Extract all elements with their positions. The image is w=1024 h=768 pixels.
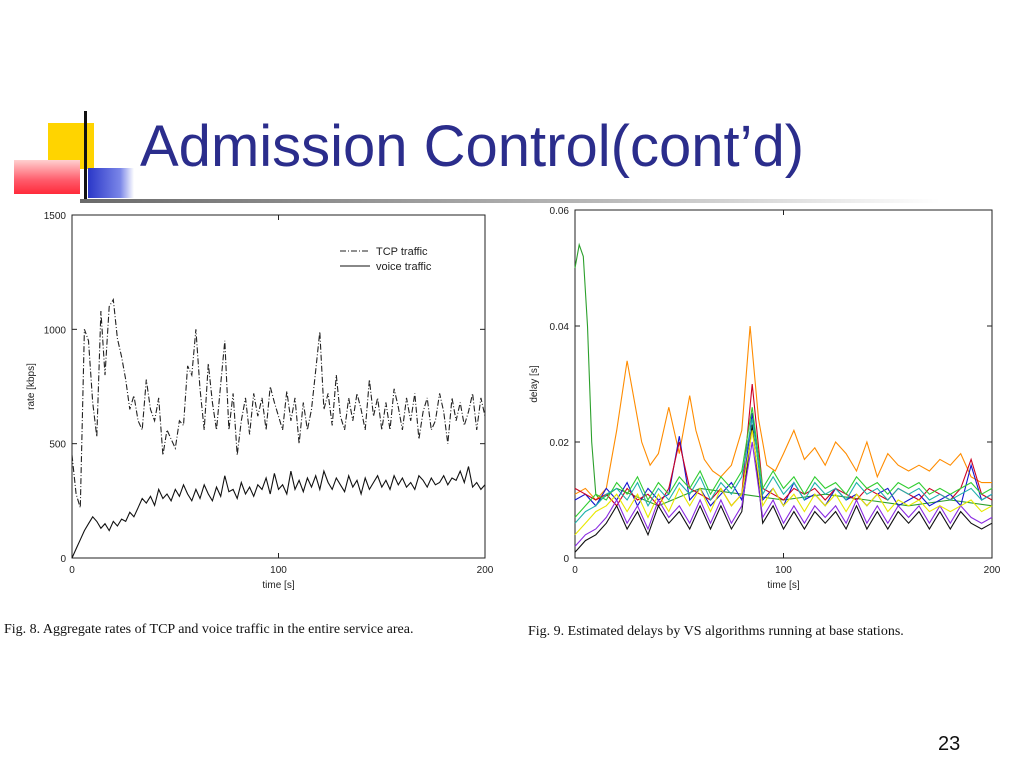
- x-tick-label: 0: [572, 565, 578, 576]
- x-tick-label: 200: [477, 565, 494, 576]
- x-axis-label: time [s]: [767, 580, 799, 591]
- y-axis-label: delay [s]: [529, 365, 540, 402]
- y-tick-label: 500: [49, 440, 66, 451]
- y-tick-label: 0.02: [550, 438, 570, 449]
- legend-label: voice traffic: [376, 261, 432, 273]
- fig9-chart: 0 0.02 0.04 0.06 0 100 200 time [s] delay [s]: [529, 206, 1001, 591]
- x-axis-label: time [s]: [262, 580, 294, 591]
- series-line-3: [574, 383, 993, 507]
- series-line-1: [574, 325, 992, 501]
- fig8-caption: Fig. 8. Aggregate rates of TCP and voice…: [4, 622, 414, 637]
- series-line-5: [574, 441, 993, 547]
- slide-title: Admission Control(cont’d): [140, 114, 805, 179]
- series-line-2: [574, 412, 993, 507]
- y-tick-label: 0.06: [550, 206, 570, 217]
- deco-red-square: [14, 160, 80, 194]
- deco-blue-square: [88, 168, 134, 198]
- y-tick-label: 0.04: [550, 322, 570, 333]
- title-rule: [80, 199, 940, 203]
- x-tick-label: 0: [69, 565, 75, 576]
- series-line-6: [574, 407, 993, 518]
- series-line-0: [71, 297, 486, 508]
- y-tick-label: 1000: [44, 325, 67, 336]
- y-axis-label: rate [kbps]: [26, 363, 37, 410]
- series-line-0: [574, 242, 993, 507]
- legend-label: TCP traffic: [376, 246, 428, 258]
- page-number: 23: [938, 733, 961, 755]
- series-line-8: [574, 430, 993, 536]
- fig9-caption: Fig. 9. Estimated delays by VS algorithm…: [528, 624, 904, 639]
- series-line-7: [574, 418, 993, 524]
- series-line-4: [574, 424, 993, 553]
- deco-vertical-line: [84, 111, 87, 203]
- x-tick-label: 100: [270, 565, 287, 576]
- y-tick-label: 1500: [44, 211, 67, 222]
- x-tick-label: 200: [984, 565, 1001, 576]
- x-tick-label: 100: [775, 565, 792, 576]
- y-tick-label: 0: [60, 554, 66, 565]
- y-tick-label: 0: [563, 554, 569, 565]
- fig8-chart: 0 500 1000 1500 0 100 200 time [s] rate [kbps] TC…: [26, 211, 494, 591]
- series-line-1: [71, 466, 486, 559]
